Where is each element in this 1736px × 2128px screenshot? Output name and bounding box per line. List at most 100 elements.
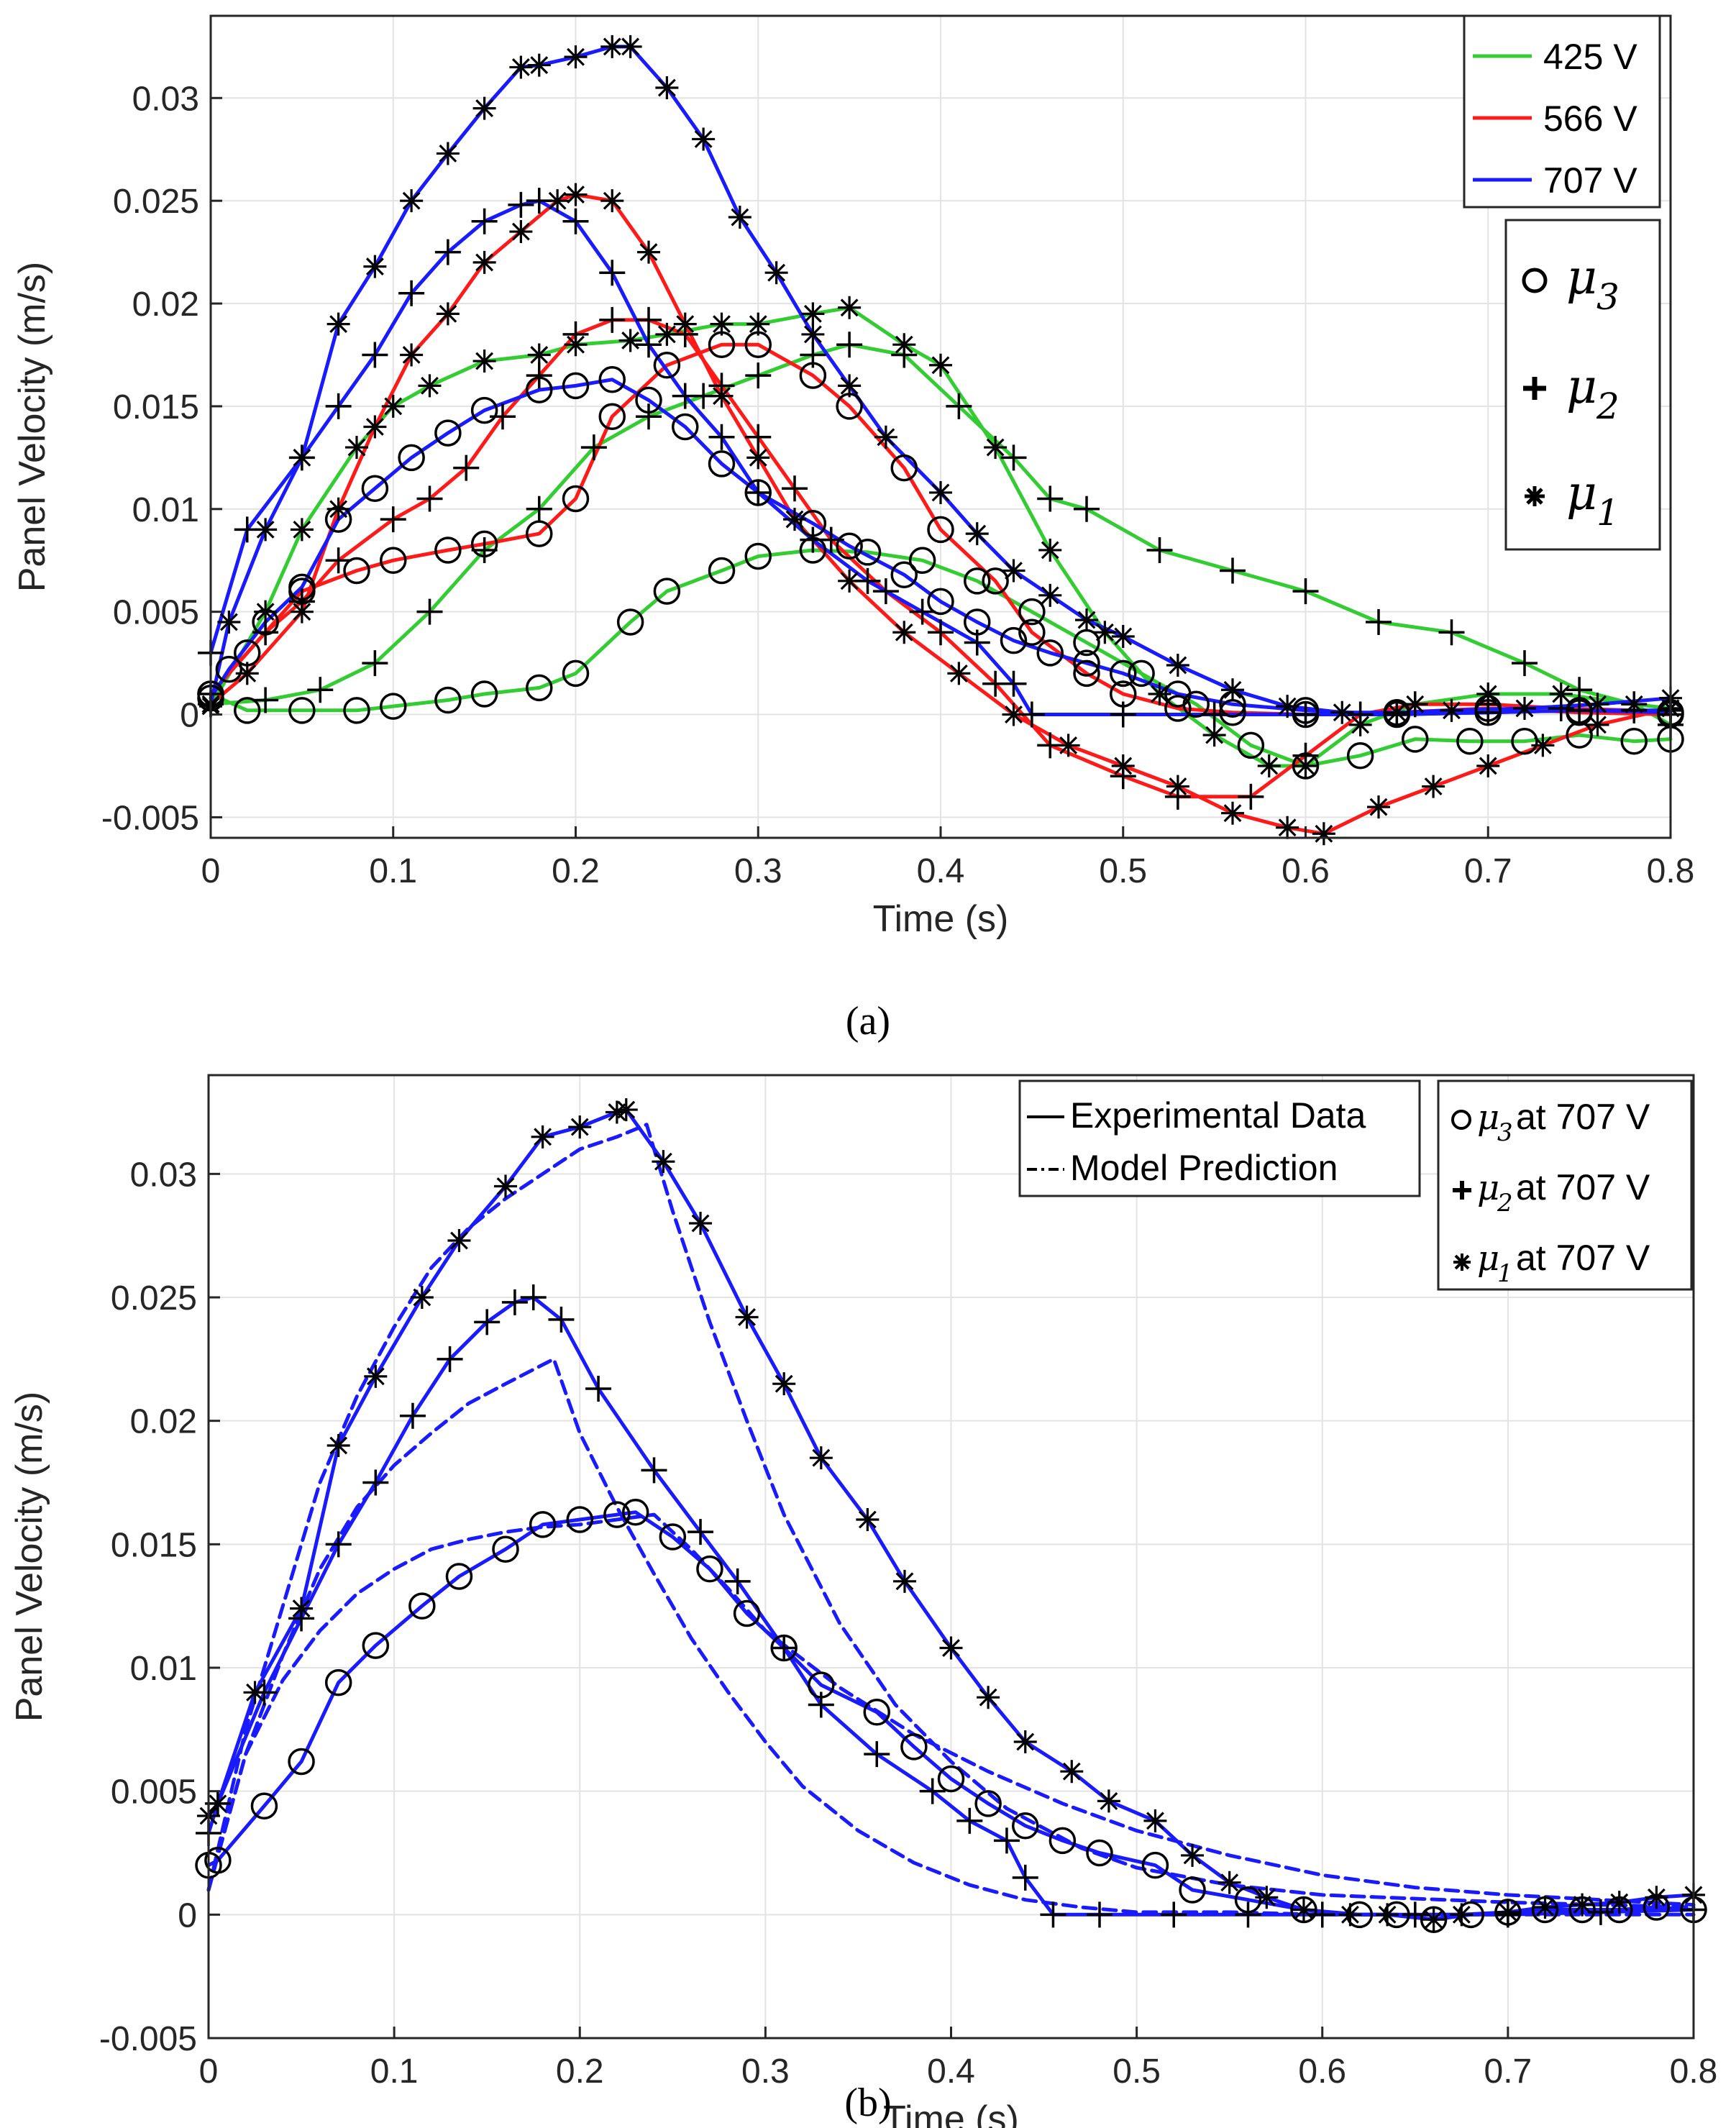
marker-asterisk-a-707-v-1: [1166, 653, 1189, 677]
marker-plus-a-707-v-2: [508, 191, 534, 218]
marker-asterisk-a-566-v-1: [1476, 754, 1500, 777]
marker-asterisk-a-707-v-1: [1221, 678, 1244, 702]
marker-asterisk-a-566-v-1: [637, 240, 660, 264]
marker-circle-a-425-v-3: [343, 697, 370, 724]
y-tick-label: 0.03: [130, 1156, 197, 1194]
marker-asterisk-a-566-v-1: [290, 600, 314, 624]
marker-circle-a-425-v-3: [562, 659, 590, 688]
legend-label-425v: 425 V: [1543, 37, 1637, 77]
marker-circle-a-566-v-3: [470, 530, 498, 558]
x-tick-label: 0.6: [1298, 2052, 1346, 2091]
marker-asterisk-a-707-v-1: [764, 261, 788, 285]
marker-asterisk-a-566-v-1: [838, 569, 862, 593]
marker-circle-a-566-v-3: [982, 567, 1009, 595]
marker-plus-a-707-v-2: [800, 526, 826, 553]
marker-circle-b-3-at-707-v-experimental: [288, 1748, 315, 1776]
y-tick-label: 0.025: [111, 1279, 197, 1318]
marker-asterisk-b-1-at-707-v-experimental: [977, 1686, 1000, 1709]
marker-asterisk-b-1-at-707-v-experimental: [652, 1150, 675, 1174]
marker-circle-b-3-at-707-v-experimental: [603, 1501, 631, 1528]
marker-plus-b-2-at-707-v-experimental: [724, 1568, 751, 1594]
marker-circle-a-707-v-3: [708, 450, 736, 478]
marker-circle-a-566-v-3: [562, 485, 590, 513]
marker-asterisk-a-707-v-1: [436, 142, 460, 165]
legend-mu3-subscript: 3: [1596, 276, 1619, 318]
marker-circle-b-3-at-707-v-experimental: [204, 1847, 232, 1874]
marker-asterisk-a-425-v-1: [1093, 621, 1117, 644]
marker-asterisk-a-707-v-1: [655, 76, 679, 100]
marker-asterisk-a-425-v-1: [984, 436, 1008, 460]
marker-asterisk-b-1-at-707-v-experimental: [772, 1372, 796, 1396]
panel-b: 0 0.1 0.2 0.3 0.4 0.5 0.6 0.7 0.8-0.00500.0050.0…: [9, 1074, 1717, 2128]
marker-plus-a-566-v-2: [562, 321, 589, 347]
legend-b-mu1-subscript: 1: [1497, 1259, 1513, 1288]
marker-asterisk-b-1-at-707-v-experimental: [1338, 1903, 1362, 1927]
marker-plus-a-707-v-2: [562, 208, 589, 234]
marker-asterisk-b-1-at-707-v-experimental: [1097, 1789, 1120, 1813]
marker-asterisk-a-707-v-1: [618, 35, 642, 58]
marker-circle-a-707-v-3: [927, 588, 954, 616]
y-tick-label: 0.02: [130, 1403, 197, 1441]
marker-asterisk-a-425-v-1: [1038, 538, 1062, 562]
marker-plus-a-566-v-2: [599, 306, 626, 333]
marker-circle-a-707-v-3: [526, 376, 553, 403]
marker-asterisk-a-707-v-1: [965, 522, 989, 546]
marker-circle-b-3-at-707-v-experimental: [250, 1792, 278, 1820]
marker-asterisk-a-425-v-1: [929, 353, 952, 377]
marker-plus-a-425-v-2: [307, 677, 334, 703]
marker-asterisk-a-566-v-1: [564, 183, 588, 206]
marker-asterisk-b-1-at-707-v-experimental: [735, 1305, 759, 1329]
marker-plus-a-566-v-2: [1292, 742, 1319, 769]
marker-asterisk-a-566-v-1: [1166, 775, 1189, 798]
marker-asterisk-b-1-at-707-v-experimental: [568, 1115, 592, 1139]
marker-circle-a-707-v-3: [1073, 649, 1100, 677]
marker-plus-b-2-at-707-v-experimental: [641, 1457, 667, 1484]
marker-plus-a-566-v-2: [1402, 691, 1428, 718]
x-tick-label: 0.5: [1099, 852, 1147, 890]
marker-asterisk-a-425-v-1: [838, 296, 862, 319]
marker-circle-a-707-v-3: [324, 506, 352, 533]
marker-circle-b-3-at-707-v-experimental: [696, 1555, 723, 1583]
marker-circle-a-425-v-3: [470, 680, 498, 708]
marker-circle-a-566-v-3: [1018, 618, 1046, 646]
marker-circle-a-425-v-3: [1018, 598, 1046, 626]
marker-asterisk-a-707-v-1: [363, 255, 387, 278]
marker-asterisk-a-425-v-1: [418, 374, 442, 398]
series-line-a-425-v-1: [209, 306, 1673, 768]
marker-circle-a-707-v-3: [361, 475, 389, 502]
marker-circle-b-3-at-707-v-experimental: [1141, 1851, 1169, 1879]
marker-legend-b: μ 3 at 707 V μ 2 at 707 V μ 1 at 707 V: [1437, 1079, 1693, 1291]
marker-plus-b-2-at-707-v-experimental: [956, 1807, 983, 1834]
marker-circle-a-425-v-3: [854, 539, 882, 566]
legend-mu2-subscript: 2: [1596, 385, 1619, 427]
marker-asterisk-a-566-v-1: [400, 343, 424, 367]
marker-circle-a-425-v-3: [1237, 731, 1265, 759]
x-tick-label: 0: [201, 852, 221, 890]
marker-circle-a-566-v-3: [434, 536, 462, 564]
legend-b-mu2-label: at 707 V: [1516, 1167, 1650, 1207]
marker-circle-b-3-at-707-v-experimental: [659, 1523, 687, 1551]
marker-asterisk-a-425-v-1: [710, 312, 734, 336]
marker-circle-a-707-v-3: [890, 561, 918, 588]
marker-circle-a-707-v-3: [288, 573, 316, 601]
marker-asterisk-b-1-at-707-v-experimental: [939, 1636, 963, 1660]
marker-asterisk-b-1-at-707-v-experimental: [1571, 1893, 1594, 1917]
marker-plus-a-566-v-2: [526, 362, 552, 389]
legend-b-plus-marker-icon: [1453, 1181, 1471, 1200]
marker-plus-b-2-at-707-v-experimental: [864, 1741, 890, 1768]
marker-circle-a-707-v-3: [562, 372, 590, 400]
marker-plus-b-2-at-707-v-experimental: [808, 1691, 834, 1718]
marker-asterisk-a-707-v-1: [1111, 624, 1135, 648]
marker-circle-a-425-v-3: [526, 674, 553, 702]
marker-circle-b-3-at-707-v-experimental: [1049, 1827, 1077, 1855]
marker-circle-a-425-v-3: [616, 608, 644, 636]
x-tick-label: 0.8: [1647, 852, 1695, 890]
marker-legend-a: μ 3 μ 2 μ 1: [1504, 219, 1661, 551]
x-tick-label: 0.7: [1484, 2052, 1532, 2091]
marker-asterisk-a-425-v-1: [345, 436, 368, 460]
marker-asterisk-b-1-at-707-v-experimental: [531, 1125, 554, 1149]
marker-plus-a-425-v-2: [252, 687, 279, 713]
marker-plus-b-2-at-707-v-experimental: [1402, 1901, 1428, 1928]
y-tick-label: 0: [178, 1896, 197, 1935]
